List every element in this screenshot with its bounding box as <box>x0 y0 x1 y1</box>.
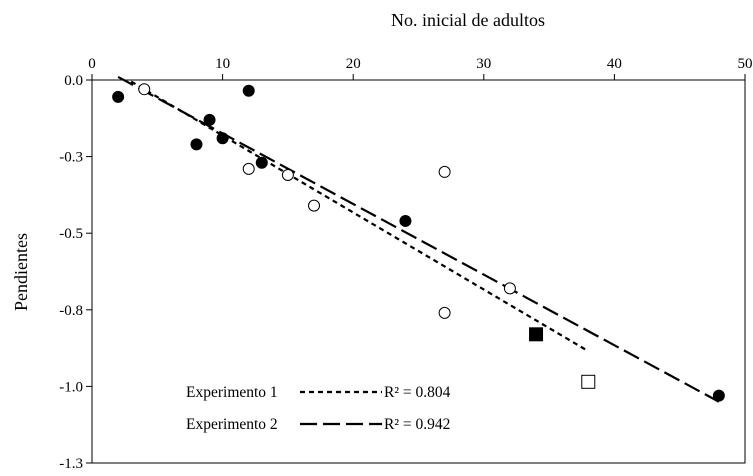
data-point-filled-circle <box>203 113 216 126</box>
data-point-open-circle <box>438 165 451 178</box>
legend-r-squared: R² = 0.942 <box>384 416 450 433</box>
legend-label: Experimento 1 <box>186 384 278 401</box>
x-tick-label: 30 <box>476 56 491 72</box>
x-tick-label: 40 <box>607 56 622 72</box>
fit-lines <box>117 75 720 403</box>
y-tick-label: -1.3 <box>59 456 83 471</box>
y-axis: 0.0 -0.3 -0.5 -0.8 -1.0 -1.3 <box>59 73 92 472</box>
data-point-filled-circle <box>112 90 125 103</box>
x-tick-label: 10 <box>215 56 230 72</box>
data-point-filled-square <box>529 327 544 342</box>
y-tick-label: -0.3 <box>59 150 83 166</box>
data-point-open-circle <box>503 282 516 295</box>
x-axis-title: No. inicial de adultos <box>391 10 545 30</box>
y-tick-label: -0.5 <box>59 226 83 242</box>
data-point-open-circle <box>281 168 294 181</box>
data-point-filled-circle <box>399 214 412 227</box>
data-point-filled-circle <box>242 84 255 97</box>
legend: Experimento 1 R² = 0.804 Experimento 2 R² =… <box>186 384 451 433</box>
data-point-open-circle <box>438 306 451 319</box>
data-point-open-circle <box>308 199 321 212</box>
data-point-filled-circle <box>712 389 725 402</box>
legend-r-squared: R² = 0.804 <box>384 384 451 401</box>
plot-frame <box>91 79 746 464</box>
data-point-filled-circle <box>216 132 229 145</box>
x-tick-label: 50 <box>738 56 753 72</box>
data-point-open-circle <box>242 162 255 175</box>
y-tick-label: -1.0 <box>59 379 83 395</box>
x-tick-label: 0 <box>88 56 96 72</box>
data-point-filled-circle <box>255 156 268 169</box>
data-points <box>112 83 725 402</box>
y-tick-label: -0.8 <box>59 303 83 319</box>
x-tick-label: 20 <box>346 56 361 72</box>
x-axis: 0 10 20 30 40 50 <box>88 56 753 80</box>
legend-label: Experimento 2 <box>186 416 278 433</box>
y-tick-label: 0.0 <box>64 73 83 89</box>
data-point-open-square <box>581 374 596 389</box>
y-axis-title: Pendientes <box>11 233 31 311</box>
fit-line-short-dash <box>130 80 589 353</box>
data-point-open-circle <box>138 83 151 96</box>
data-point-filled-circle <box>190 138 203 151</box>
